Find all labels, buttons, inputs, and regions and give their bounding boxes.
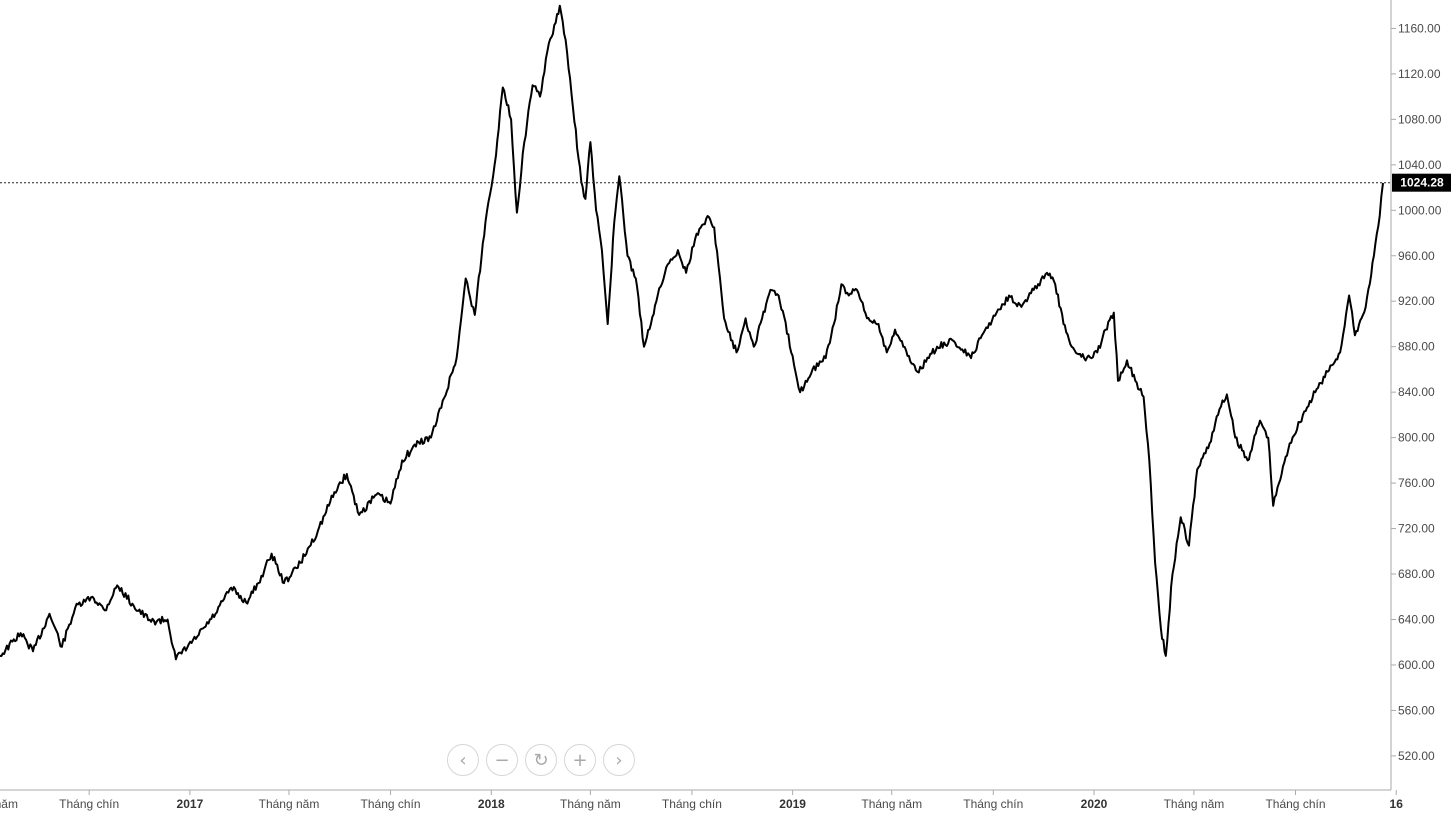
current-price-label: 1024.28	[1400, 176, 1444, 190]
y-tick-label: 840.00	[1398, 385, 1435, 399]
y-tick-label: 560.00	[1398, 703, 1435, 717]
y-axis: 520.00 560.00 600.00 640.00 680.00 720.00 760.…	[1390, 0, 1442, 790]
current-price-tag: 1024.28	[0, 173, 1451, 192]
x-tick-label: Tháng năm	[861, 797, 922, 811]
zoom-in-button[interactable]: +	[564, 744, 596, 776]
x-tick-label: 16	[1390, 797, 1404, 811]
y-tick-label: 680.00	[1398, 567, 1435, 581]
x-tick-label: Tháng chín	[1265, 797, 1325, 811]
x-tick-label: 2020	[1081, 797, 1108, 811]
x-tick-label: Tháng năm	[1164, 797, 1225, 811]
y-tick-label: 760.00	[1398, 476, 1435, 490]
y-tick-label: 520.00	[1398, 749, 1435, 763]
y-tick-label: 1080.00	[1398, 112, 1442, 126]
y-tick-label: 1120.00	[1398, 67, 1441, 81]
y-tick-label: 920.00	[1398, 294, 1435, 308]
y-tick-label: 720.00	[1398, 522, 1435, 536]
scroll-right-button[interactable]: ›	[603, 744, 635, 776]
x-tick-label: 2018	[478, 797, 505, 811]
x-tick-label: Tháng năm	[0, 797, 18, 811]
x-tick-label: Tháng năm	[259, 797, 320, 811]
x-tick-label: Tháng chín	[662, 797, 722, 811]
scroll-left-button[interactable]: ‹	[447, 744, 479, 776]
x-axis: Tháng năm Tháng chín 2017 Tháng năm Tháng ch…	[0, 789, 1404, 811]
y-tick-label: 800.00	[1398, 431, 1435, 445]
y-tick-label: 1040.00	[1398, 158, 1442, 172]
y-tick-label: 600.00	[1398, 658, 1435, 672]
y-tick-label: 1160.00	[1398, 21, 1441, 35]
chart-nav-controls: ‹ − ↻ + ›	[447, 744, 635, 778]
x-tick-label: Tháng chín	[361, 797, 421, 811]
x-tick-label: Tháng năm	[560, 797, 621, 811]
zoom-out-button[interactable]: −	[486, 744, 518, 776]
x-tick-label: Tháng chín	[59, 797, 119, 811]
x-tick-label: 2017	[177, 797, 204, 811]
x-tick-label: 2019	[779, 797, 806, 811]
y-tick-label: 640.00	[1398, 612, 1435, 626]
reset-button[interactable]: ↻	[525, 744, 557, 776]
x-tick-label: Tháng chín	[963, 797, 1023, 811]
y-tick-label: 1000.00	[1398, 203, 1442, 217]
current-price-tag-bg	[1392, 173, 1451, 192]
y-tick-label: 960.00	[1398, 249, 1435, 263]
series-line-0	[0, 4, 1384, 661]
y-tick-label: 880.00	[1398, 340, 1435, 354]
plot-area	[0, 4, 1384, 661]
